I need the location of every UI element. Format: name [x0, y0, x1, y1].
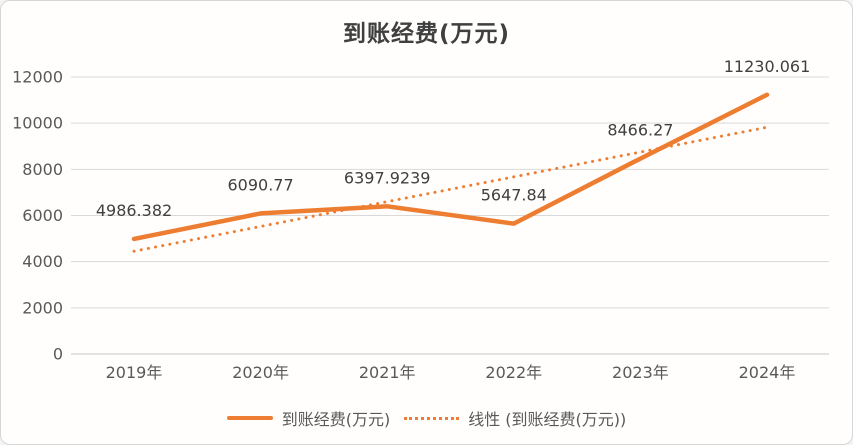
legend-item-trendline: 线性 (到账经费(万元))	[404, 406, 626, 430]
x-axis-label: 2021年	[359, 363, 416, 382]
data-label: 6397.9239	[344, 168, 431, 187]
x-axis-label: 2024年	[739, 363, 796, 382]
y-tick-label: 0	[53, 345, 63, 364]
y-tick-label: 6000	[22, 206, 63, 225]
data-label: 5647.84	[481, 186, 547, 205]
x-axis-label: 2019年	[106, 363, 163, 382]
y-tick-label: 2000	[22, 298, 63, 317]
x-axis-label: 2023年	[612, 363, 669, 382]
data-label: 8466.27	[607, 121, 673, 140]
dotted-line-swatch-icon	[404, 416, 460, 420]
x-axis-label: 2022年	[485, 363, 542, 382]
y-tick-label: 4000	[22, 252, 63, 271]
chart-title: 到账经费(万元)	[342, 21, 511, 47]
data-label: 6090.77	[228, 175, 294, 194]
y-tick-label: 8000	[22, 160, 63, 179]
y-tick-label: 12000	[12, 68, 63, 87]
y-tick-label: 10000	[12, 114, 63, 133]
legend-label-series: 到账经费(万元)	[281, 410, 391, 429]
legend-label-trendline: 线性 (到账经费(万元))	[468, 410, 627, 429]
series-line	[131, 92, 770, 242]
x-axis-label: 2020年	[232, 363, 289, 382]
trendline	[132, 125, 769, 253]
data-label: 11230.061	[724, 57, 811, 76]
solid-line-swatch-icon	[226, 415, 273, 421]
data-label: 4986.382	[96, 201, 172, 220]
legend-item-series: 到账经费(万元)	[226, 406, 391, 430]
chart-legend: 到账经费(万元) 线性 (到账经费(万元))	[1, 406, 852, 430]
